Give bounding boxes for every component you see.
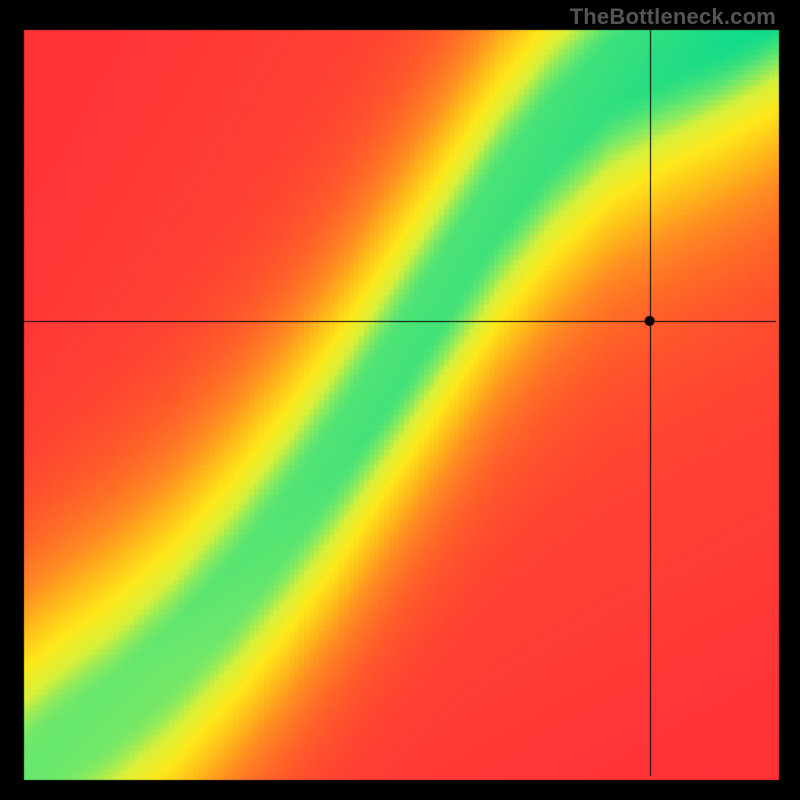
- heatmap-canvas: [0, 0, 800, 800]
- heatmap-container: [0, 0, 800, 800]
- watermark-text: TheBottleneck.com: [570, 4, 776, 30]
